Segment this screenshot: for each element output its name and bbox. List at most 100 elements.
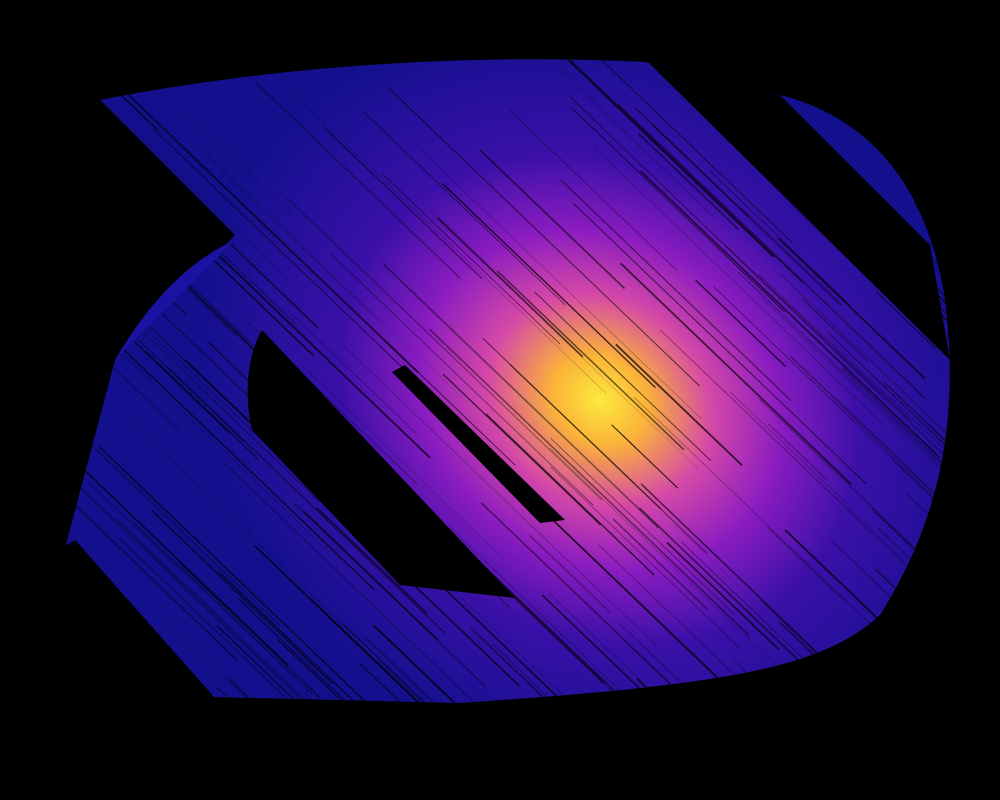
streak — [198, 145, 468, 403]
streak — [550, 466, 742, 650]
slit — [392, 365, 565, 523]
streak — [767, 526, 846, 603]
streak — [365, 637, 456, 704]
streak — [470, 627, 698, 704]
streak — [485, 413, 655, 576]
streak — [482, 337, 662, 510]
streak — [178, 561, 321, 699]
streak — [729, 391, 848, 505]
streak — [65, 376, 242, 588]
streak — [116, 518, 429, 704]
streak — [373, 624, 585, 704]
streak — [419, 197, 678, 445]
streak — [779, 621, 950, 704]
streak — [778, 237, 926, 380]
streak — [620, 262, 852, 486]
streak — [441, 182, 656, 389]
streak — [442, 373, 602, 526]
streak — [237, 597, 460, 704]
streak — [563, 59, 775, 258]
streak — [639, 170, 941, 459]
streak — [709, 170, 850, 305]
streak — [528, 534, 612, 614]
streak — [218, 571, 399, 704]
streak — [476, 558, 679, 704]
streak — [187, 114, 295, 218]
streak — [311, 599, 523, 704]
streak — [758, 398, 950, 622]
streak — [201, 151, 379, 321]
streak — [593, 59, 793, 244]
cutout — [648, 62, 950, 360]
streak — [98, 446, 378, 704]
streak — [815, 325, 950, 586]
streak — [758, 274, 911, 421]
streak — [144, 350, 260, 461]
streak — [65, 243, 330, 553]
streak — [152, 128, 430, 394]
streak — [651, 123, 750, 218]
streak — [779, 273, 950, 455]
streak — [294, 503, 487, 688]
streak — [359, 663, 439, 704]
streak — [104, 71, 419, 374]
streak — [789, 355, 950, 580]
streak — [290, 313, 417, 434]
streak — [254, 545, 539, 704]
streak — [491, 643, 718, 704]
streak — [557, 67, 715, 218]
streak — [761, 297, 950, 605]
streak — [151, 509, 333, 685]
streak — [118, 537, 402, 704]
streak — [308, 371, 504, 560]
streak — [184, 359, 253, 425]
streak — [343, 624, 666, 704]
streak — [316, 507, 428, 615]
streak — [289, 90, 607, 394]
streak — [695, 279, 787, 368]
streak — [572, 202, 867, 485]
streak — [617, 103, 926, 400]
streak — [875, 290, 937, 350]
streak — [637, 132, 739, 230]
streak — [767, 423, 828, 481]
streak — [330, 253, 594, 506]
streak — [380, 172, 561, 345]
streak — [322, 126, 483, 280]
streak — [573, 329, 638, 391]
streak — [458, 638, 716, 704]
streak — [388, 87, 700, 387]
streak — [615, 343, 743, 467]
cutout — [65, 540, 215, 700]
streak — [570, 59, 804, 284]
cutout — [247, 330, 515, 598]
streak — [429, 328, 751, 637]
streak — [550, 437, 736, 616]
streak — [801, 298, 869, 363]
streak — [363, 111, 566, 306]
streak — [534, 291, 712, 462]
streak — [436, 217, 584, 358]
streak — [65, 463, 378, 704]
streak — [738, 271, 950, 522]
streak — [836, 397, 950, 633]
streak — [133, 523, 314, 695]
streak — [640, 483, 831, 666]
streak — [65, 460, 239, 662]
streak — [383, 263, 660, 529]
streak — [461, 597, 620, 704]
streak — [560, 179, 792, 401]
edge — [780, 95, 930, 245]
streak — [827, 332, 950, 638]
streak — [666, 541, 780, 651]
streak — [550, 651, 693, 704]
streak — [414, 143, 703, 420]
streak — [129, 319, 321, 503]
streak — [65, 417, 186, 576]
streak — [508, 108, 678, 272]
edge — [115, 240, 235, 360]
streak — [429, 211, 700, 470]
streak — [65, 446, 289, 666]
